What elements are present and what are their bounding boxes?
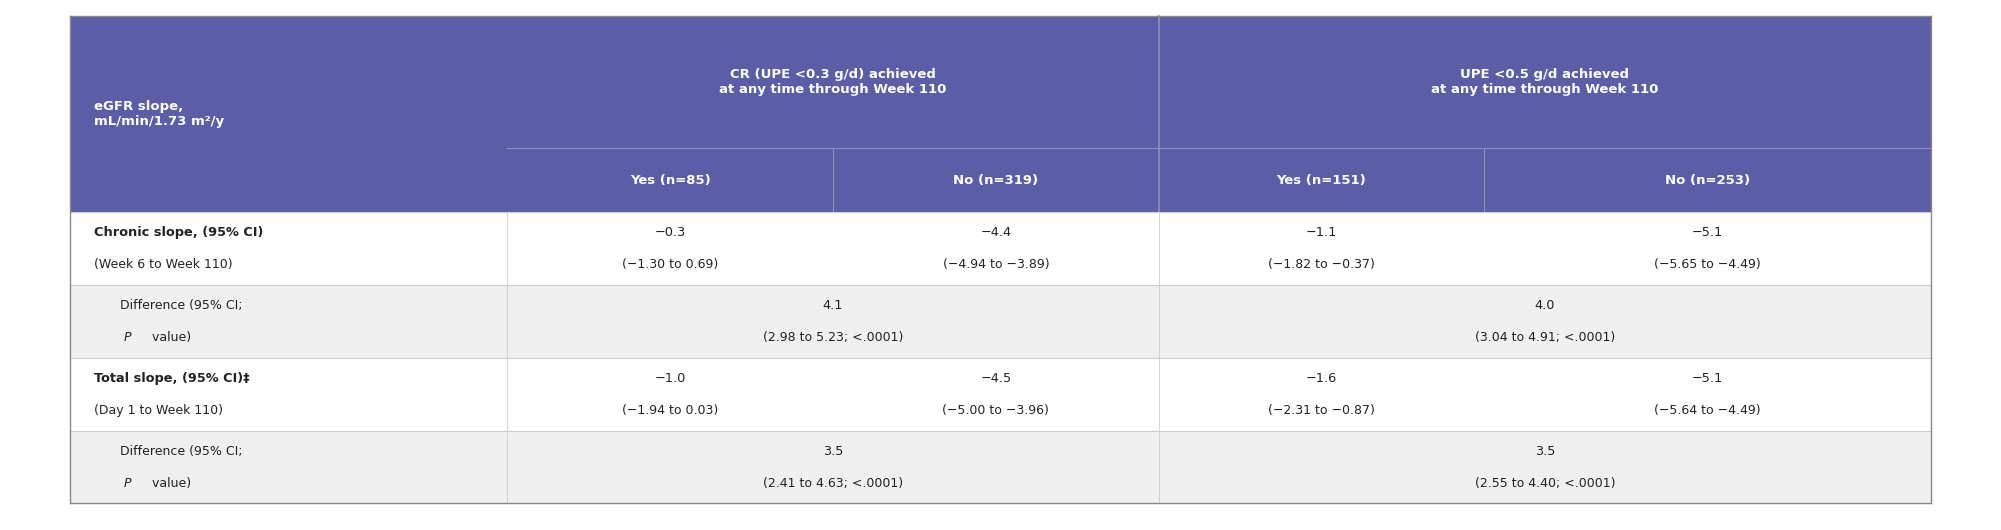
- Text: (Day 1 to Week 110): (Day 1 to Week 110): [94, 404, 222, 417]
- Text: −5.1: −5.1: [1693, 372, 1723, 385]
- Text: −4.4: −4.4: [980, 226, 1011, 239]
- Text: No (n=253): No (n=253): [1665, 174, 1751, 187]
- Text: (−1.94 to 0.03): (−1.94 to 0.03): [622, 404, 718, 417]
- Text: −1.1: −1.1: [1307, 226, 1337, 239]
- Text: P: P: [124, 476, 132, 490]
- Text: (−5.64 to −4.49): (−5.64 to −4.49): [1655, 404, 1761, 417]
- FancyBboxPatch shape: [70, 285, 1931, 358]
- Text: Difference (95% CI;: Difference (95% CI;: [120, 445, 242, 457]
- Text: value): value): [148, 476, 192, 490]
- Text: (3.04 to 4.91; <.0001): (3.04 to 4.91; <.0001): [1475, 331, 1615, 344]
- Text: No (n=319): No (n=319): [952, 174, 1039, 187]
- Text: (−1.30 to 0.69): (−1.30 to 0.69): [622, 258, 718, 271]
- Text: −4.5: −4.5: [980, 372, 1011, 385]
- Text: (−5.65 to −4.49): (−5.65 to −4.49): [1655, 258, 1761, 271]
- Text: Chronic slope, (95% CI): Chronic slope, (95% CI): [94, 226, 264, 239]
- FancyBboxPatch shape: [70, 358, 1931, 430]
- FancyBboxPatch shape: [70, 16, 1931, 212]
- Text: P: P: [124, 331, 132, 344]
- Text: (−2.31 to −0.87): (−2.31 to −0.87): [1269, 404, 1375, 417]
- Text: 4.1: 4.1: [822, 299, 842, 312]
- Text: −1.0: −1.0: [654, 372, 686, 385]
- Text: 3.5: 3.5: [1535, 445, 1555, 457]
- Text: (−5.00 to −3.96): (−5.00 to −3.96): [942, 404, 1049, 417]
- Text: value): value): [148, 331, 192, 344]
- Text: −0.3: −0.3: [654, 226, 686, 239]
- Text: (−1.82 to −0.37): (−1.82 to −0.37): [1269, 258, 1375, 271]
- Text: CR (UPE <0.3 g/d) achieved
at any time through Week 110: CR (UPE <0.3 g/d) achieved at any time t…: [718, 68, 946, 96]
- Text: 4.0: 4.0: [1535, 299, 1555, 312]
- Text: (2.98 to 5.23; <.0001): (2.98 to 5.23; <.0001): [762, 331, 902, 344]
- Text: eGFR slope,
mL/min/1.73 m²/y: eGFR slope, mL/min/1.73 m²/y: [94, 100, 224, 128]
- Text: 3.5: 3.5: [822, 445, 842, 457]
- Text: (2.55 to 4.40; <.0001): (2.55 to 4.40; <.0001): [1475, 476, 1615, 490]
- Text: Total slope, (95% CI)‡: Total slope, (95% CI)‡: [94, 372, 250, 385]
- Text: (2.41 to 4.63; <.0001): (2.41 to 4.63; <.0001): [762, 476, 902, 490]
- Text: UPE <0.5 g/d achieved
at any time through Week 110: UPE <0.5 g/d achieved at any time throug…: [1431, 68, 1659, 96]
- Text: −5.1: −5.1: [1693, 226, 1723, 239]
- Text: Difference (95% CI;: Difference (95% CI;: [120, 299, 242, 312]
- Text: Yes (n=151): Yes (n=151): [1277, 174, 1367, 187]
- FancyBboxPatch shape: [70, 212, 1931, 285]
- Text: (Week 6 to Week 110): (Week 6 to Week 110): [94, 258, 232, 271]
- Text: Yes (n=85): Yes (n=85): [630, 174, 710, 187]
- Text: (−4.94 to −3.89): (−4.94 to −3.89): [942, 258, 1049, 271]
- FancyBboxPatch shape: [70, 430, 1931, 503]
- Text: −1.6: −1.6: [1307, 372, 1337, 385]
